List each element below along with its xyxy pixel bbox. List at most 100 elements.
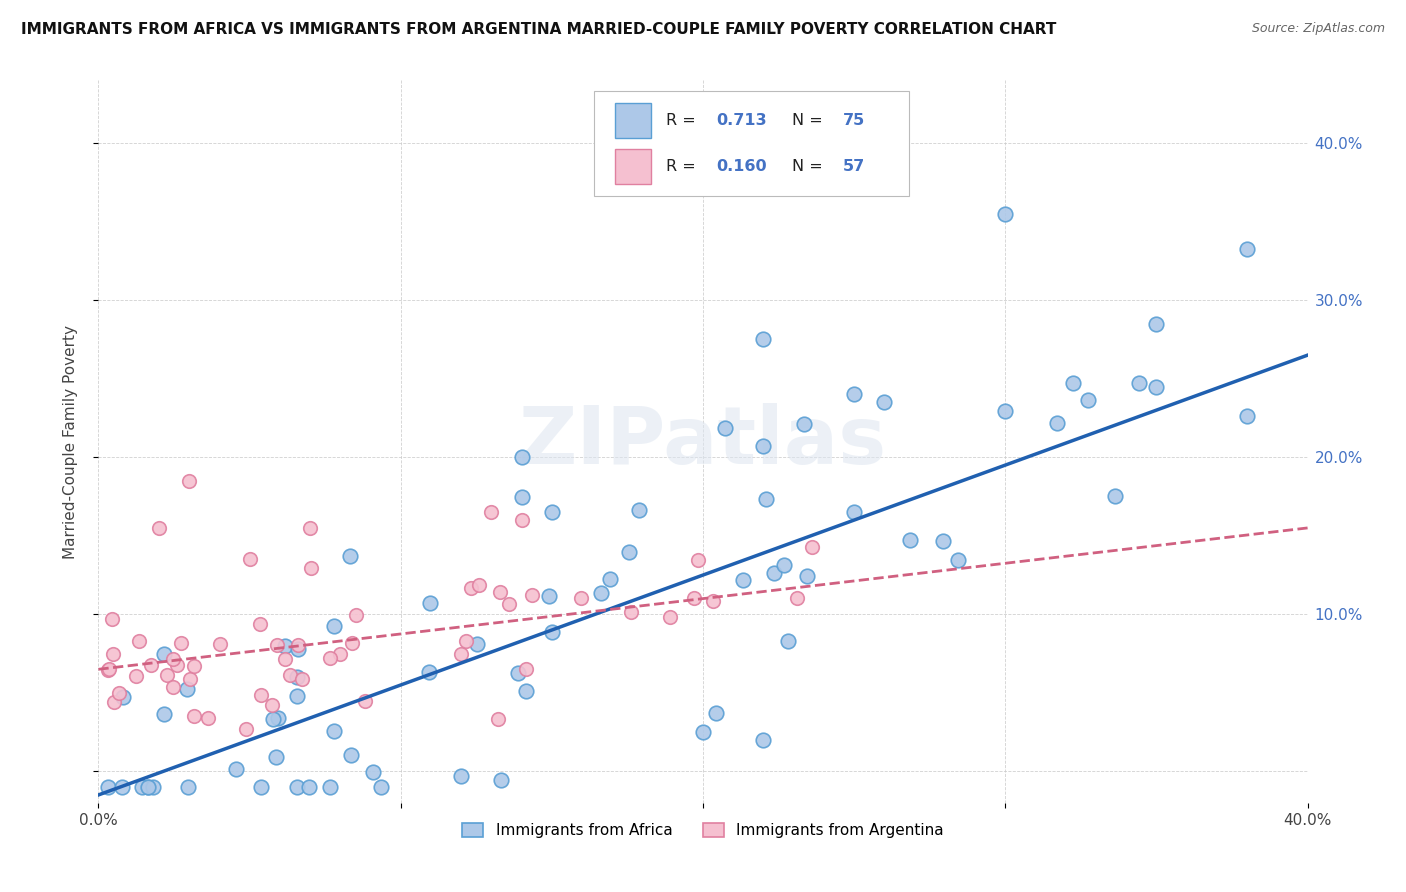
Text: N =: N =	[793, 113, 828, 128]
Point	[153, 647, 176, 661]
Point	[329, 647, 352, 661]
Text: 0.160: 0.160	[716, 159, 766, 174]
Point	[515, 684, 537, 698]
Point	[142, 780, 165, 794]
Point	[704, 706, 727, 721]
Point	[183, 659, 205, 673]
Point	[763, 566, 786, 580]
Point	[153, 706, 176, 721]
Point	[278, 667, 301, 681]
Point	[1046, 417, 1069, 431]
Point	[131, 780, 153, 794]
Point	[209, 637, 232, 651]
Point	[138, 780, 160, 794]
Point	[183, 709, 205, 723]
Point	[468, 578, 491, 592]
FancyBboxPatch shape	[614, 149, 651, 184]
Point	[755, 492, 778, 507]
Point	[162, 652, 184, 666]
Point	[486, 712, 509, 726]
Point	[285, 689, 308, 703]
Text: IMMIGRANTS FROM AFRICA VS IMMIGRANTS FROM ARGENTINA MARRIED-COUPLE FAMILY POVERT: IMMIGRANTS FROM AFRICA VS IMMIGRANTS FRO…	[21, 22, 1056, 37]
Point	[111, 690, 134, 705]
Point	[108, 685, 131, 699]
Point	[1077, 392, 1099, 407]
Point	[793, 417, 815, 432]
Point	[520, 588, 543, 602]
Text: N =: N =	[793, 159, 828, 174]
Point	[97, 664, 120, 678]
Point	[752, 333, 775, 347]
Point	[139, 658, 162, 673]
Point	[683, 591, 706, 605]
Point	[510, 450, 533, 465]
Point	[786, 591, 808, 605]
Point	[450, 769, 472, 783]
Point	[319, 780, 342, 794]
Point	[287, 638, 309, 652]
Point	[1144, 380, 1167, 394]
Point	[419, 596, 441, 610]
Point	[262, 712, 284, 726]
Point	[287, 642, 309, 657]
Point	[266, 638, 288, 652]
Point	[873, 395, 896, 409]
Text: 0.713: 0.713	[716, 113, 766, 128]
Point	[322, 619, 344, 633]
Point	[239, 552, 262, 566]
Point	[97, 780, 120, 794]
Point	[510, 513, 533, 527]
Point	[460, 581, 482, 595]
Point	[274, 652, 297, 666]
Point	[267, 711, 290, 725]
Point	[481, 505, 503, 519]
Point	[287, 780, 309, 794]
Point	[844, 504, 866, 518]
Point	[994, 404, 1017, 418]
Point	[262, 698, 284, 712]
Point	[97, 661, 120, 675]
Point	[299, 521, 322, 535]
Point	[197, 711, 219, 725]
Point	[249, 688, 271, 702]
Point	[796, 569, 818, 583]
Point	[162, 680, 184, 694]
Point	[898, 533, 921, 547]
Point	[450, 647, 472, 661]
Point	[418, 665, 440, 680]
Point	[166, 658, 188, 673]
Point	[617, 544, 640, 558]
FancyBboxPatch shape	[595, 91, 908, 196]
Point	[752, 733, 775, 747]
Point	[733, 573, 755, 587]
Point	[136, 780, 159, 794]
Point	[363, 764, 385, 779]
Point	[752, 439, 775, 453]
Point	[285, 670, 308, 684]
Point	[692, 725, 714, 739]
Point	[994, 207, 1017, 221]
Point	[101, 612, 124, 626]
Point	[489, 773, 512, 788]
Point	[540, 505, 562, 519]
Text: 57: 57	[844, 159, 866, 174]
Point	[844, 387, 866, 401]
Point	[540, 624, 562, 639]
Point	[344, 607, 367, 622]
Point	[340, 636, 363, 650]
Point	[1128, 376, 1150, 390]
Point	[510, 490, 533, 504]
Point	[778, 633, 800, 648]
Point	[620, 605, 643, 619]
Point	[589, 585, 612, 599]
Point	[354, 693, 377, 707]
Point	[111, 780, 134, 794]
Point	[628, 503, 651, 517]
Point	[1236, 243, 1258, 257]
Point	[569, 591, 592, 606]
Point	[298, 780, 321, 794]
Point	[1104, 489, 1126, 503]
Point	[148, 521, 170, 535]
Point	[489, 585, 512, 599]
Y-axis label: Married-Couple Family Poverty: Married-Couple Family Poverty	[63, 325, 77, 558]
